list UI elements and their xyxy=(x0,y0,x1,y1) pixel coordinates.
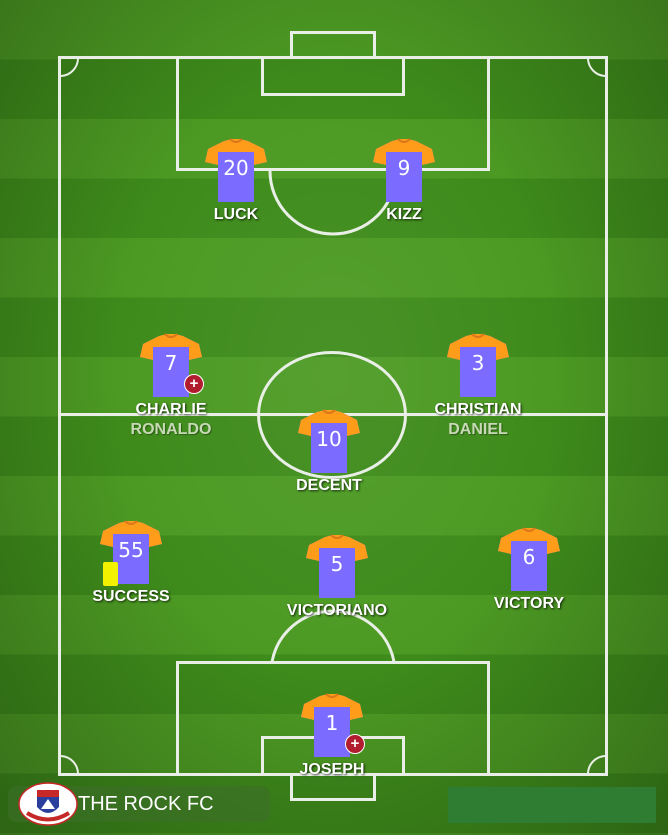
player-name: LUCK xyxy=(213,206,259,223)
yellow-card-icon xyxy=(103,562,118,586)
jersey-icon: 10 xyxy=(293,409,365,473)
player-decent[interactable]: 10 DECENT xyxy=(254,409,404,495)
jersey-icon: 3 xyxy=(442,333,514,397)
bottom-penalty-arc xyxy=(270,609,396,663)
corner-arc-top-left xyxy=(60,58,79,77)
jersey-icon: 6 xyxy=(493,527,565,591)
corner-arc-bottom-left xyxy=(60,755,79,774)
top-goal xyxy=(290,31,376,59)
corner-arc-bottom-right xyxy=(587,755,606,774)
jersey-number: 20 xyxy=(223,156,249,180)
player-luck[interactable]: 20 LUCK xyxy=(161,138,311,224)
corner-arc-top-right xyxy=(587,58,606,77)
top-goal-area xyxy=(261,56,405,96)
player-name: VICTORY xyxy=(493,595,565,612)
jersey-number: 5 xyxy=(330,552,344,576)
jersey-icon: 5 xyxy=(301,534,373,598)
player-name: CHARLIE xyxy=(135,401,207,418)
player-victoriano[interactable]: 5 VICTORIANO xyxy=(262,534,412,620)
player-victory[interactable]: 6 VICTORY xyxy=(454,527,604,613)
player-charlie[interactable]: 7 + CHARLIE RONALDO xyxy=(96,333,246,440)
jersey-number: 9 xyxy=(397,156,411,180)
player-name: CHRISTIAN xyxy=(434,401,522,418)
player-joseph[interactable]: 1 + JOSEPH xyxy=(257,693,407,779)
player-success[interactable]: 55 SUCCESS xyxy=(56,520,206,606)
player-name: JOSEPH xyxy=(299,761,365,778)
jersey-number: 7 xyxy=(164,351,178,375)
jersey-number: 10 xyxy=(316,427,342,451)
player-name: DECENT xyxy=(296,477,362,494)
bottom-goal xyxy=(290,773,376,801)
player-subtitle: DANIEL xyxy=(448,421,508,438)
club-crest-icon xyxy=(18,782,78,826)
jersey-number: 55 xyxy=(118,538,144,562)
player-christian[interactable]: 3 CHRISTIAN DANIEL xyxy=(403,333,553,440)
jersey-number: 3 xyxy=(471,351,485,375)
player-kizz[interactable]: 9 KIZZ xyxy=(329,138,479,224)
team-badge[interactable]: THE ROCK FC xyxy=(8,782,270,826)
team-name: THE ROCK FC xyxy=(78,793,214,815)
jersey-number: 6 xyxy=(522,545,536,569)
player-name: KIZZ xyxy=(386,206,422,223)
jersey-icon: 9 xyxy=(368,138,440,202)
player-subtitle: RONALDO xyxy=(130,421,212,438)
player-name: VICTORIANO xyxy=(286,602,388,619)
center-circle xyxy=(257,351,407,479)
player-name: SUCCESS xyxy=(92,588,170,605)
medical-cross-icon: + xyxy=(345,734,365,754)
score-box xyxy=(448,787,656,823)
medical-cross-icon: + xyxy=(184,374,204,394)
jersey-icon: 20 xyxy=(200,138,272,202)
jersey-number: 1 xyxy=(325,711,339,735)
